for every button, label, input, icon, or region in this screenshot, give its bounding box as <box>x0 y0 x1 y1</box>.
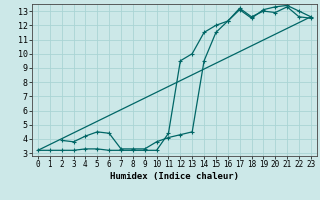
X-axis label: Humidex (Indice chaleur): Humidex (Indice chaleur) <box>110 172 239 181</box>
